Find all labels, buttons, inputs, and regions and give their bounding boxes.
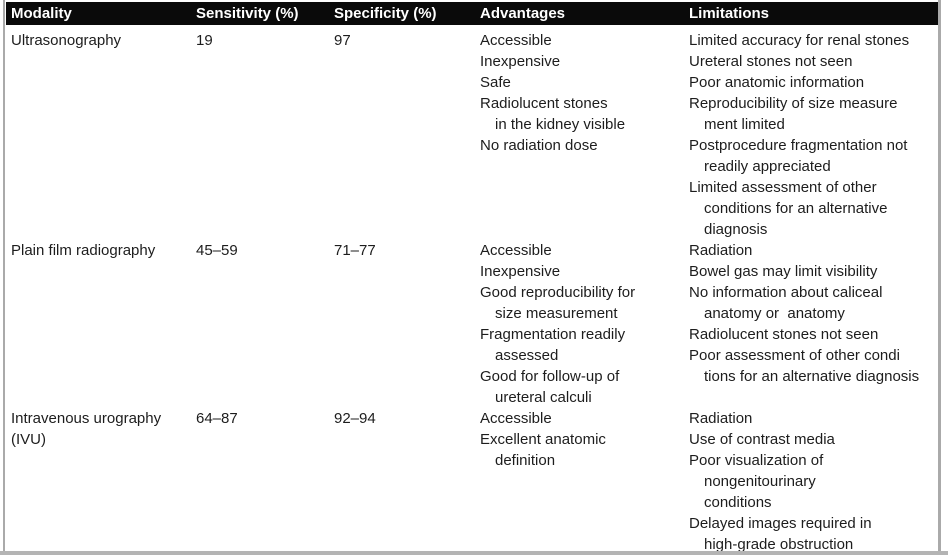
page-edge-left xyxy=(3,0,5,555)
advantage-line: Excellent anatomic xyxy=(480,431,606,448)
column-header-limitations: Limitations xyxy=(689,5,770,22)
limitation-line: Poor assessment of other condi xyxy=(689,347,900,364)
advantage-line: definition xyxy=(495,452,556,469)
cell-specificity: 92–94 xyxy=(334,408,480,555)
cell-modality: Ultrasonography xyxy=(6,30,196,240)
advantage-line: Safe xyxy=(480,74,511,91)
modality-line: Ultrasonography xyxy=(11,32,122,49)
advantage-line: in the kidney visible xyxy=(495,116,626,133)
page-edge-bottom xyxy=(0,551,948,555)
page-edge-right xyxy=(938,0,941,555)
cell-advantages: Accessible Inexpensive Safe Radiolucent sto… xyxy=(480,30,689,240)
cell-modality: Intravenous urography (IVU) xyxy=(6,408,196,555)
specificity-value: 92–94 xyxy=(334,410,376,427)
column-header-advantages: Advantages xyxy=(480,5,566,22)
table-header-row: Modality Sensitivity (%) Specificity (%)… xyxy=(6,2,938,25)
advantage-line: Fragmentation readily xyxy=(480,326,626,343)
limitation-line: Limited assessment of other xyxy=(689,179,877,196)
advantage-line: ureteral calculi xyxy=(495,389,592,406)
cell-limitations: Limited accuracy for renal stones Uretera… xyxy=(689,30,938,240)
table-body: Ultrasonography 19 97 Accessible Inexpensive… xyxy=(6,25,938,555)
table-row: Intravenous urography (IVU) 64–87 92–94 Acce… xyxy=(6,408,938,555)
advantage-line: Radiolucent stones xyxy=(480,95,608,112)
limitation-line: Radiolucent stones not seen xyxy=(689,326,879,343)
cell-sensitivity: 64–87 xyxy=(196,408,334,555)
sensitivity-value: 45–59 xyxy=(196,242,238,259)
limitation-line: high-grade obstruction xyxy=(704,536,854,553)
cell-specificity: 71–77 xyxy=(334,240,480,408)
column-header-sensitivity: Sensitivity (%) xyxy=(196,5,299,22)
cell-limitations: Radiation Bowel gas may limit visibility N… xyxy=(689,240,938,408)
cell-modality: Plain film radiography xyxy=(6,240,196,408)
advantage-line: No radiation dose xyxy=(480,137,598,154)
limitation-line: anatomy or anatomy xyxy=(704,305,845,322)
limitation-line: Reproducibility of size measure xyxy=(689,95,898,112)
limitation-line: Radiation xyxy=(689,410,753,427)
table-row: Plain film radiography 45–59 71–77 Accessib… xyxy=(6,240,938,408)
modality-line: Plain film radiography xyxy=(11,242,156,259)
limitation-line: ment limited xyxy=(704,116,785,133)
specificity-value: 97 xyxy=(334,32,351,49)
sensitivity-value: 19 xyxy=(196,32,213,49)
cell-sensitivity: 45–59 xyxy=(196,240,334,408)
limitation-line: conditions xyxy=(704,494,772,511)
limitation-line: Bowel gas may limit visibility xyxy=(689,263,878,280)
specificity-value: 71–77 xyxy=(334,242,376,259)
limitation-line: Use of contrast media xyxy=(689,431,835,448)
modality-comparison-table: Modality Sensitivity (%) Specificity (%)… xyxy=(6,2,938,555)
limitation-line: readily appreciated xyxy=(704,158,831,175)
limitation-line: Ureteral stones not seen xyxy=(689,53,853,70)
advantage-line: Inexpensive xyxy=(480,53,561,70)
modality-line: (IVU) xyxy=(11,431,46,448)
advantage-line: Inexpensive xyxy=(480,263,561,280)
advantage-line: size measurement xyxy=(495,305,618,322)
cell-sensitivity: 19 xyxy=(196,30,334,240)
advantage-line: Accessible xyxy=(480,242,552,259)
sensitivity-value: 64–87 xyxy=(196,410,238,427)
table-row: Ultrasonography 19 97 Accessible Inexpensive… xyxy=(6,30,938,240)
limitation-line: Delayed images required in xyxy=(689,515,872,532)
advantage-line: Accessible xyxy=(480,32,552,49)
limitation-line: Poor anatomic information xyxy=(689,74,865,91)
advantage-line: assessed xyxy=(495,347,559,364)
cell-advantages: Accessible Inexpensive Good reproducibilit… xyxy=(480,240,689,408)
limitation-line: nongenitourinary xyxy=(704,473,816,490)
advantage-line: Good for follow-up of xyxy=(480,368,620,385)
cell-limitations: Radiation Use of contrast media Poor visua… xyxy=(689,408,938,555)
limitation-line: Postprocedure fragmentation not xyxy=(689,137,908,154)
limitation-line: conditions for an alternative xyxy=(704,200,888,217)
column-header-specificity: Specificity (%) xyxy=(334,5,437,22)
modality-line: Intravenous urography xyxy=(11,410,162,427)
cell-advantages: Accessible Excellent anatomic definition xyxy=(480,408,689,555)
column-header-modality: Modality xyxy=(11,5,72,22)
limitation-line: No information about caliceal xyxy=(689,284,883,301)
limitation-line: Radiation xyxy=(689,242,753,259)
limitation-line: Poor visualization of xyxy=(689,452,824,469)
advantage-line: Good reproducibility for xyxy=(480,284,636,301)
advantage-line: Accessible xyxy=(480,410,552,427)
cell-specificity: 97 xyxy=(334,30,480,240)
limitation-line: tions for an alternative diagnosis xyxy=(704,368,920,385)
limitation-line: Limited accuracy for renal stones xyxy=(689,32,910,49)
limitation-line: diagnosis xyxy=(704,221,768,238)
